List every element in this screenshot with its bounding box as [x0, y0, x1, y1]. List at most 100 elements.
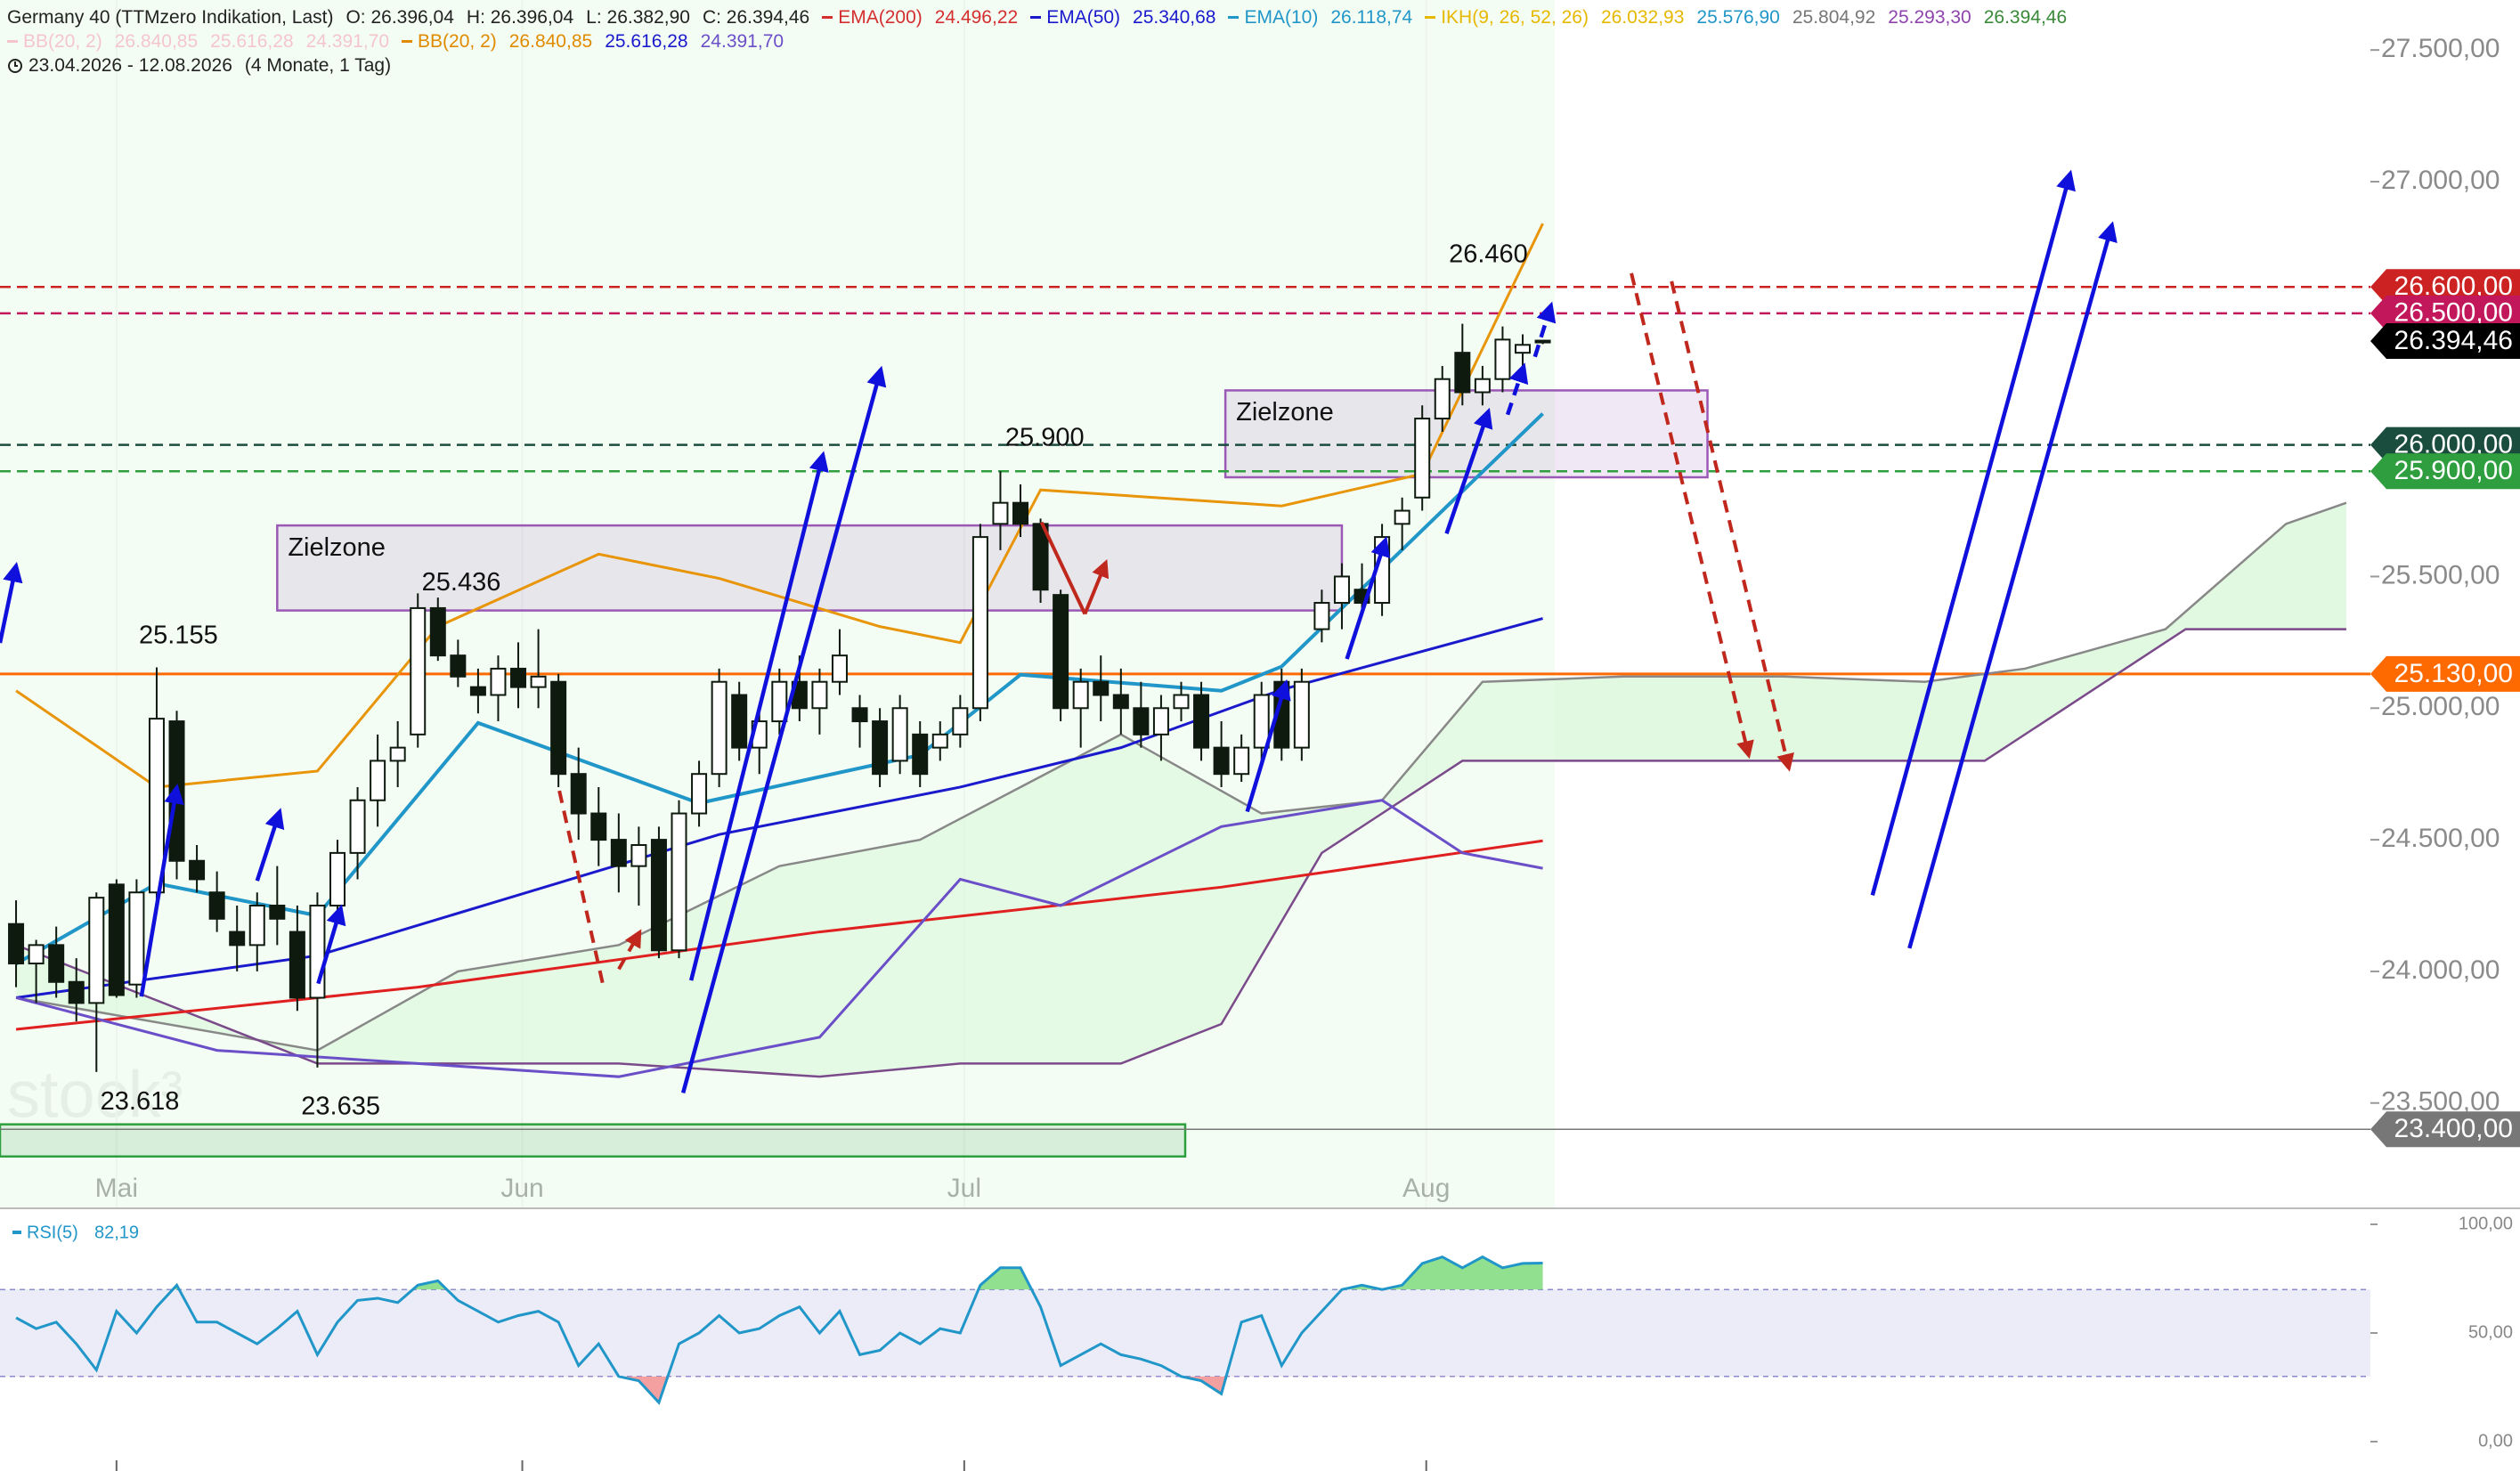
candle-body [912, 733, 929, 776]
arrow [557, 790, 605, 985]
level-label: 26.500,00 [2394, 298, 2513, 328]
candle-body [490, 667, 507, 696]
candle-body [1133, 707, 1150, 736]
candle-body [650, 839, 667, 952]
legend-text: 24.496,22 [934, 7, 1019, 28]
candle-body [811, 680, 828, 710]
indicator-line [15, 799, 1543, 1078]
legend-item: 25.804,92 [1792, 5, 1875, 29]
level-badge [2370, 655, 2520, 692]
zone-label: Zielzone [288, 533, 386, 562]
candle-body [1213, 746, 1230, 776]
legend-text: 25.293,30 [1888, 7, 1971, 28]
rsi-tick-label: 0,00 [2478, 1431, 2513, 1451]
legend-text: H: 26.396,04 [466, 7, 574, 28]
y-tick-label: 23.500,00 [2381, 1087, 2500, 1117]
legend-text: 25.616,28 [210, 31, 294, 52]
annotation: 26.460 [1449, 240, 1528, 269]
arrow [1870, 169, 2076, 896]
legend-text: 24.391,70 [305, 31, 390, 52]
legend-swatch [1030, 16, 1042, 19]
legend-item: O: 26.396,04 [345, 5, 453, 29]
candle-body [530, 675, 547, 688]
candle-body [931, 733, 948, 749]
legend-swatch [822, 16, 833, 19]
legend-swatch [1228, 16, 1240, 19]
clock-icon [8, 58, 22, 73]
level-label: 23.400,00 [2394, 1114, 2513, 1143]
legend-item: BB(20, 2) [7, 29, 102, 53]
legend-text: O: 26.396,04 [345, 7, 454, 28]
candle-body [1173, 694, 1190, 710]
annotation: 23.618 [101, 1087, 180, 1116]
level-badge [2370, 1111, 2520, 1148]
candle-body [590, 812, 607, 841]
legend-text: 25.340,68 [1133, 7, 1216, 28]
cloud-line [15, 628, 2346, 1078]
legend-item: 24.391,70 [701, 29, 784, 53]
legend-item: 24.391,70 [306, 29, 389, 53]
legend-text: BB(20, 2) [418, 31, 497, 52]
arrow [1245, 679, 1291, 813]
candle-body [289, 931, 305, 999]
candle-body [1152, 707, 1169, 736]
candle-body [1313, 602, 1330, 630]
legend-item: 25.576,90 [1696, 5, 1779, 29]
legend-item: 25.616,28 [210, 29, 293, 53]
candle-body [1454, 352, 1471, 394]
candle-body [1012, 501, 1029, 525]
rsi-tick-label: 50,00 [2468, 1322, 2513, 1342]
y-tick-label: 24.000,00 [2381, 955, 2500, 985]
arrow [1630, 272, 1754, 760]
arrow [1345, 536, 1391, 660]
candle-body [450, 654, 467, 678]
legend-item: 24.496,22 [935, 5, 1018, 29]
candle-body [570, 773, 587, 815]
candle-body [891, 707, 908, 762]
candle-body [329, 851, 345, 907]
candle-body [248, 905, 265, 947]
legend-text: 26.032,93 [1600, 7, 1685, 28]
arrow [255, 808, 285, 882]
legend-text: IKH(9, 26, 52, 26) [1441, 7, 1589, 28]
candle-body [88, 897, 105, 1004]
candle-body [872, 720, 889, 776]
candle-body [309, 905, 326, 999]
candle-body [1494, 338, 1511, 380]
zone [276, 524, 1344, 612]
candle-body [691, 773, 708, 815]
legend-item: EMA(200) [822, 5, 923, 29]
legend-text: 26.840,85 [114, 31, 199, 52]
candle-body [1394, 509, 1410, 525]
legend-item: 25.616,28 [605, 29, 687, 53]
legend-swatch [402, 40, 413, 43]
arrow [1083, 559, 1110, 615]
indicator-line [15, 839, 1543, 1031]
legend-item: 26.032,93 [1601, 5, 1684, 29]
legend-text: 25.804,92 [1792, 7, 1876, 28]
candle-body [771, 680, 788, 723]
axis-bg [2370, 0, 2520, 1471]
candle-body [128, 891, 145, 986]
legend-item: BB(20, 2) [402, 29, 497, 53]
candle-body [630, 844, 647, 867]
legend-text: 25.576,90 [1696, 7, 1780, 28]
arrow [0, 561, 23, 644]
annotation: 25.155 [139, 621, 218, 649]
level-badge [2370, 323, 2520, 360]
candle-body [469, 686, 486, 696]
legend-text: 26.118,74 [1330, 7, 1413, 28]
legend-header: Germany 40 (TTMzero Indikation, Last) O: … [7, 5, 2067, 77]
legend-line: BB(20, 2) 26.840,85 25.616,28 24.391,70 BB(2… [7, 29, 2067, 53]
y-tick-label: 25.000,00 [2381, 692, 2500, 721]
arrow [1039, 521, 1087, 615]
candle-body [349, 799, 366, 854]
candle-body [1093, 680, 1110, 696]
candle-body [189, 859, 206, 881]
rsi-band [0, 1289, 2370, 1377]
candle-body [48, 944, 65, 983]
legend-item: (4 Monate, 1 Tag) [245, 53, 391, 77]
legend-item: IKH(9, 26, 52, 26) [1425, 5, 1589, 29]
legend-item: 26.118,74 [1330, 5, 1412, 29]
